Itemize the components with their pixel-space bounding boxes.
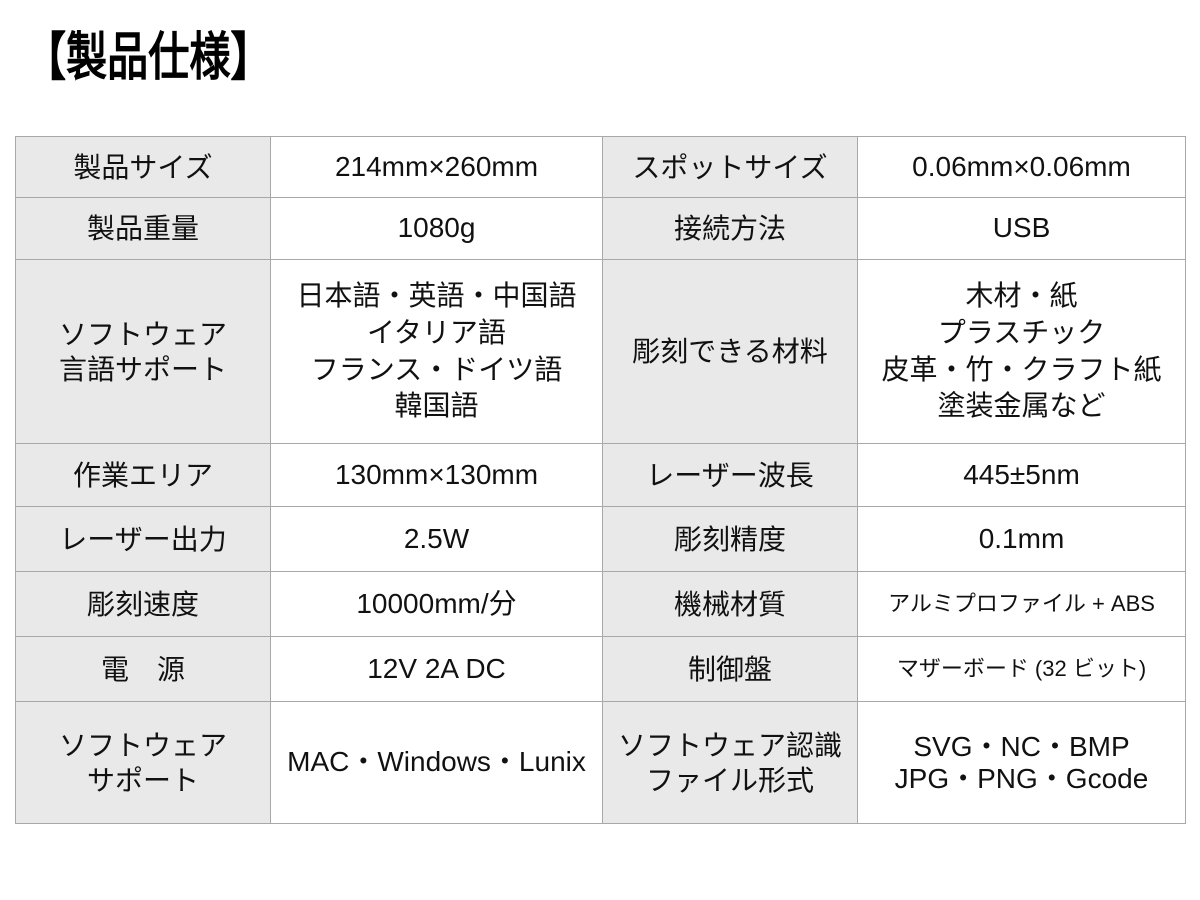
spec-value-cell: SVG・NC・BMP JPG・PNG・Gcode (857, 701, 1186, 824)
spec-value-cell: 445±5nm (857, 443, 1186, 507)
spec-label-cell: 彫刻できる材料 (602, 259, 858, 444)
spec-value-cell: 2.5W (270, 506, 603, 572)
table-row: 作業エリア 130mm×130mm レーザー波長 445±5nm (15, 443, 1186, 507)
spec-label-cell: 電 源 (15, 636, 271, 702)
table-row: レーザー出力 2.5W 彫刻精度 0.1mm (15, 506, 1186, 572)
spec-label-cell: レーザー出力 (15, 506, 271, 572)
spec-label-cell: 彫刻速度 (15, 571, 271, 637)
spec-value-cell: MAC・Windows・Lunix (270, 701, 603, 824)
spec-value-cell: 10000mm/分 (270, 571, 603, 637)
spec-label-cell: 制御盤 (602, 636, 858, 702)
spec-label-cell: 機械材質 (602, 571, 858, 637)
spec-label-cell: 製品重量 (15, 197, 271, 260)
spec-value-cell: 12V 2A DC (270, 636, 603, 702)
spec-value-cell: 木材・紙 プラスチック 皮革・竹・クラフト紙 塗装金属など (857, 259, 1186, 444)
spec-value-cell: 0.06mm×0.06mm (857, 136, 1186, 198)
spec-value-cell: マザーボード (32 ビット) (857, 636, 1186, 702)
spec-value-cell: 日本語・英語・中国語 イタリア語 フランス・ドイツ語 韓国語 (270, 259, 603, 444)
spec-label-cell: 製品サイズ (15, 136, 271, 198)
page-title: 【製品仕様】 (25, 29, 272, 87)
spec-value-cell: 1080g (270, 197, 603, 260)
spec-value-cell: 0.1mm (857, 506, 1186, 572)
spec-label-cell: レーザー波長 (602, 443, 858, 507)
table-row: ソフトウェア 言語サポート 日本語・英語・中国語 イタリア語 フランス・ドイツ語… (15, 259, 1186, 444)
table-row: 彫刻速度 10000mm/分 機械材質 アルミプロファイル + ABS (15, 571, 1186, 637)
spec-label-cell: ソフトウェア 言語サポート (15, 259, 271, 444)
spec-value-cell: アルミプロファイル + ABS (857, 571, 1186, 637)
table-row: ソフトウェア サポート MAC・Windows・Lunix ソフトウェア認識 フ… (15, 701, 1186, 824)
spec-value-cell: 214mm×260mm (270, 136, 603, 198)
table-row: 電 源 12V 2A DC 制御盤 マザーボード (32 ビット) (15, 636, 1186, 702)
spec-label-cell: ソフトウェア サポート (15, 701, 271, 824)
spec-label-cell: ソフトウェア認識 ファイル形式 (602, 701, 858, 824)
table-row: 製品サイズ 214mm×260mm スポットサイズ 0.06mm×0.06mm (15, 136, 1186, 198)
spec-table: 製品サイズ 214mm×260mm スポットサイズ 0.06mm×0.06mm … (15, 136, 1186, 824)
spec-value-cell: USB (857, 197, 1186, 260)
spec-label-cell: 作業エリア (15, 443, 271, 507)
spec-label-cell: 彫刻精度 (602, 506, 858, 572)
spec-label-cell: 接続方法 (602, 197, 858, 260)
spec-label-cell: スポットサイズ (602, 136, 858, 198)
table-row: 製品重量 1080g 接続方法 USB (15, 197, 1186, 260)
spec-value-cell: 130mm×130mm (270, 443, 603, 507)
